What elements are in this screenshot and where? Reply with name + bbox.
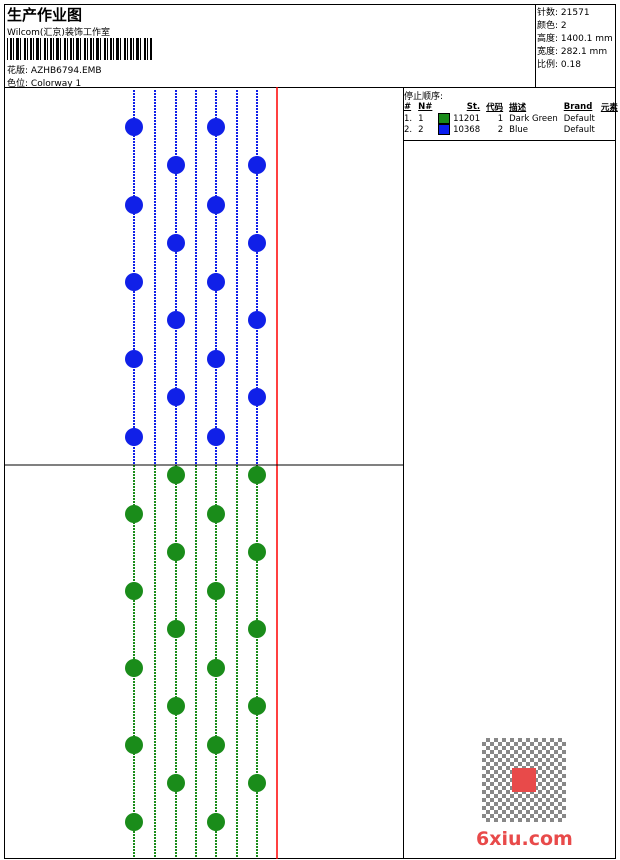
blue-motif (207, 118, 225, 136)
stat-label: 针数: (537, 8, 559, 18)
row-description: Blue (509, 124, 528, 135)
green-motif (167, 543, 185, 561)
colorway: 色位: Colorway 1 (7, 76, 81, 89)
green-motif (125, 582, 143, 600)
stats-panel: 针数: 21571 颜色: 2 高度: 1400.1 mm 宽度: 282.1 mm 比… (535, 4, 616, 88)
blue-motif (167, 311, 185, 329)
green-motif (207, 659, 225, 677)
stat-label: 颜色: (537, 21, 559, 31)
color-swatch (438, 113, 451, 124)
stat-row: 高度: 1400.1 mm (537, 31, 613, 44)
company-name: Wilcom(汇京)装饰工作室 (7, 28, 110, 38)
stop-sequence-table: # N# St. 代码 描述 Brand 元素 1. 1 11201 1 Dark G… (401, 101, 620, 135)
green-motif (248, 620, 266, 638)
blue-motif (248, 156, 266, 174)
stat-row: 颜色: 2 (537, 18, 567, 31)
col-code: 代码 (486, 103, 504, 113)
row-index: 1. (404, 113, 413, 124)
green-motif (248, 543, 266, 561)
green-motif (248, 466, 266, 484)
green-motif (167, 466, 185, 484)
colorway-value: Colorway 1 (30, 79, 82, 89)
stat-row: 比例: 0.18 (537, 57, 581, 70)
table-header: # N# St. 代码 描述 Brand 元素 (401, 101, 620, 113)
col-element: 元素 (600, 103, 618, 113)
row-code: 1 (497, 113, 504, 124)
table-row: 1. 1 11201 1 Dark Green Default (401, 113, 620, 124)
stat-value: 1400.1 mm (560, 34, 613, 44)
green-motif (167, 620, 185, 638)
embroidery-design (4, 87, 404, 859)
col-description: 描述 (509, 103, 527, 113)
stop-sequence-panel: 停止顺序: # N# St. 代码 描述 Brand 元素 1. 1 11201 1… (403, 87, 618, 859)
green-motif (125, 736, 143, 754)
table-row: 2. 2 10368 2 Blue Default (401, 124, 620, 135)
blue-motif (207, 428, 225, 446)
row-number: 1 (418, 113, 424, 124)
stat-label: 高度: (537, 34, 559, 44)
stat-label: 宽度: (537, 47, 559, 57)
stat-label: 比例: (537, 60, 559, 70)
stat-row: 宽度: 282.1 mm (537, 44, 607, 57)
blue-motif (167, 388, 185, 406)
blue-motif (167, 234, 185, 252)
green-motif (207, 582, 225, 600)
blue-motif (125, 273, 143, 291)
green-motif (248, 697, 266, 715)
design-label: 花版: (7, 66, 29, 76)
stat-value: 2 (560, 21, 567, 31)
row-number: 2 (418, 124, 424, 135)
blue-motif (207, 196, 225, 214)
blue-motif (248, 234, 266, 252)
blue-motif (125, 196, 143, 214)
stat-value: 21571 (560, 8, 590, 18)
green-motif (125, 813, 143, 831)
watermark: 6xiu.com (476, 828, 573, 850)
color-swatch (438, 124, 451, 135)
blue-motif (207, 350, 225, 368)
blue-motif (125, 428, 143, 446)
header-panel: 生产作业图 Wilcom(汇京)装饰工作室 花版: AZHB6794.EMB 色… (4, 4, 536, 89)
blue-motif (207, 273, 225, 291)
stat-value: 282.1 mm (560, 47, 608, 57)
row-stitches: 11201 (453, 114, 481, 124)
row-index: 2. (404, 124, 413, 135)
stop-sequence-title: 停止顺序: (404, 92, 444, 102)
row-code: 2 (497, 124, 504, 135)
row-brand: Default (563, 113, 595, 124)
blue-motif (248, 311, 266, 329)
design-file: 花版: AZHB6794.EMB (7, 63, 102, 76)
col-stitches: St. (466, 102, 481, 112)
blue-motif (167, 156, 185, 174)
stat-value: 0.18 (560, 60, 581, 70)
row-description: Dark Green (509, 113, 558, 124)
seal-stamp (512, 768, 536, 792)
row-brand: Default (563, 124, 595, 135)
barcode (7, 38, 153, 60)
green-motif (125, 659, 143, 677)
green-motif (207, 736, 225, 754)
col-index: # (404, 102, 412, 112)
stat-row: 针数: 21571 (537, 5, 590, 18)
green-motif (167, 774, 185, 792)
colorway-label: 色位: (7, 79, 29, 89)
blue-motif (125, 118, 143, 136)
green-motif (125, 505, 143, 523)
design-preview (4, 87, 404, 859)
blue-motif (248, 388, 266, 406)
green-motif (248, 774, 266, 792)
design-value: AZHB6794.EMB (30, 66, 102, 76)
green-motif (207, 813, 225, 831)
divider (404, 140, 615, 141)
blue-motif (125, 350, 143, 368)
col-number: N# (418, 102, 433, 112)
row-stitches: 10368 (453, 125, 481, 135)
page-title: 生产作业图 (7, 6, 83, 24)
green-motif (167, 697, 185, 715)
col-brand: Brand (563, 102, 593, 112)
green-motif (207, 505, 225, 523)
